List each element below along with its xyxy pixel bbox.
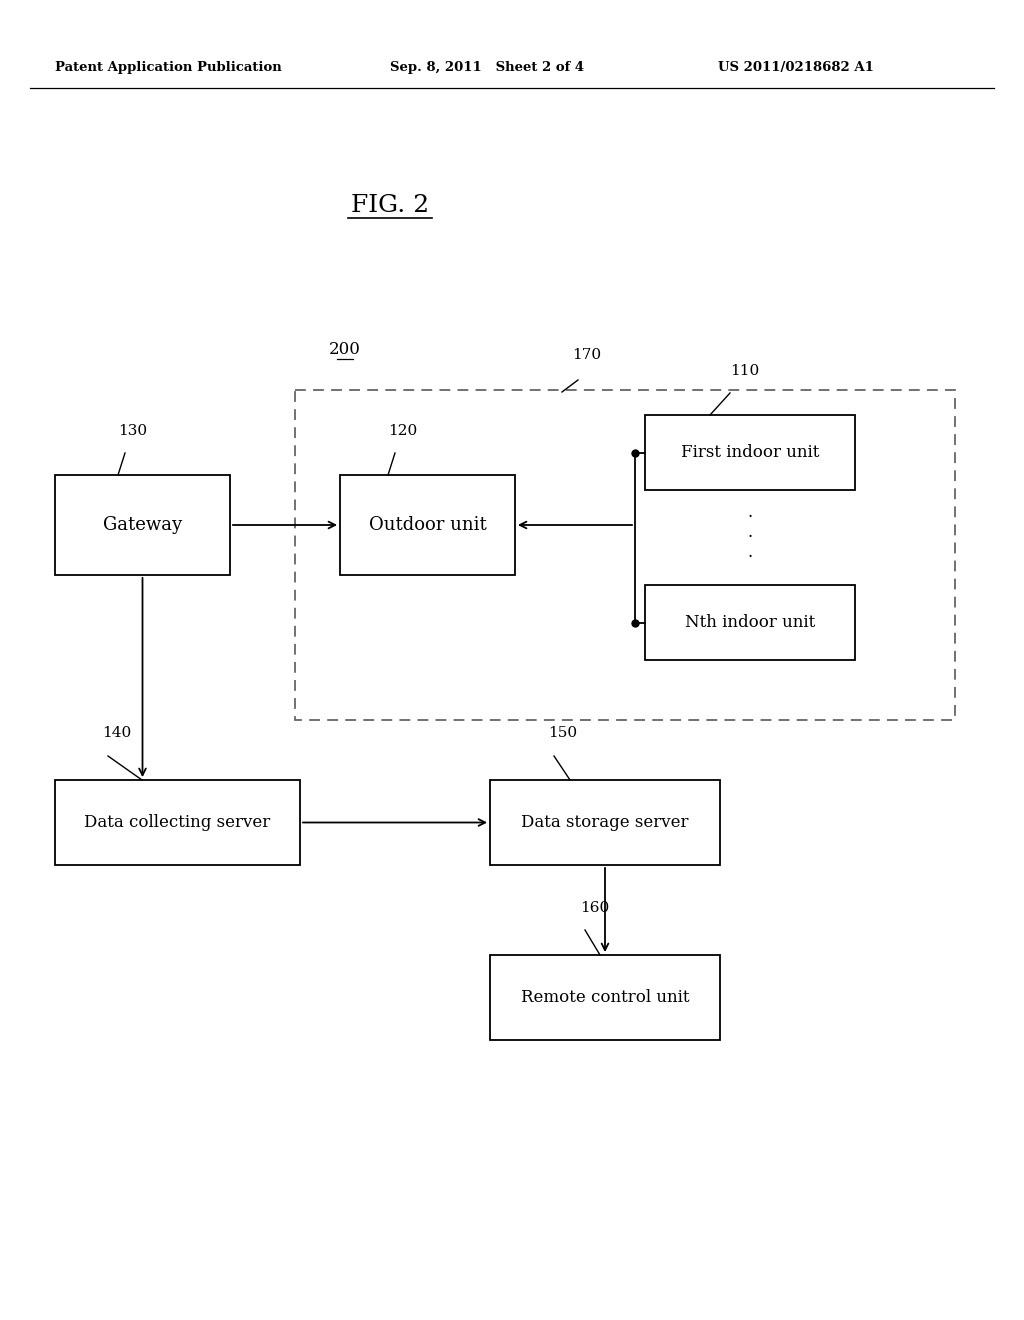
Text: Data storage server: Data storage server	[521, 814, 689, 832]
Text: Remote control unit: Remote control unit	[521, 989, 689, 1006]
Bar	[55, 780, 300, 865]
Text: 150: 150	[548, 726, 578, 741]
Text: 160: 160	[580, 902, 609, 915]
Text: 120: 120	[388, 424, 417, 438]
Text: Patent Application Publication: Patent Application Publication	[55, 62, 282, 74]
Text: 110: 110	[730, 364, 759, 378]
Bar	[295, 389, 955, 719]
Bar	[645, 585, 855, 660]
Text: FIG. 2: FIG. 2	[351, 194, 429, 216]
Bar	[340, 475, 515, 576]
Text: 200: 200	[329, 341, 360, 358]
Text: First indoor unit: First indoor unit	[681, 444, 819, 461]
Text: 130: 130	[118, 424, 147, 438]
Text: Outdoor unit: Outdoor unit	[369, 516, 486, 535]
Text: 170: 170	[572, 348, 601, 362]
Bar	[490, 954, 720, 1040]
Text: Data collecting server: Data collecting server	[84, 814, 270, 832]
Text: Sep. 8, 2011   Sheet 2 of 4: Sep. 8, 2011 Sheet 2 of 4	[390, 62, 584, 74]
Text: Nth indoor unit: Nth indoor unit	[685, 614, 815, 631]
Text: ·
·
·: · · ·	[748, 510, 753, 565]
Bar	[55, 475, 230, 576]
Text: Gateway: Gateway	[103, 516, 182, 535]
Text: 140: 140	[102, 726, 131, 741]
Bar	[490, 780, 720, 865]
Text: US 2011/0218682 A1: US 2011/0218682 A1	[718, 62, 873, 74]
Bar	[645, 414, 855, 490]
